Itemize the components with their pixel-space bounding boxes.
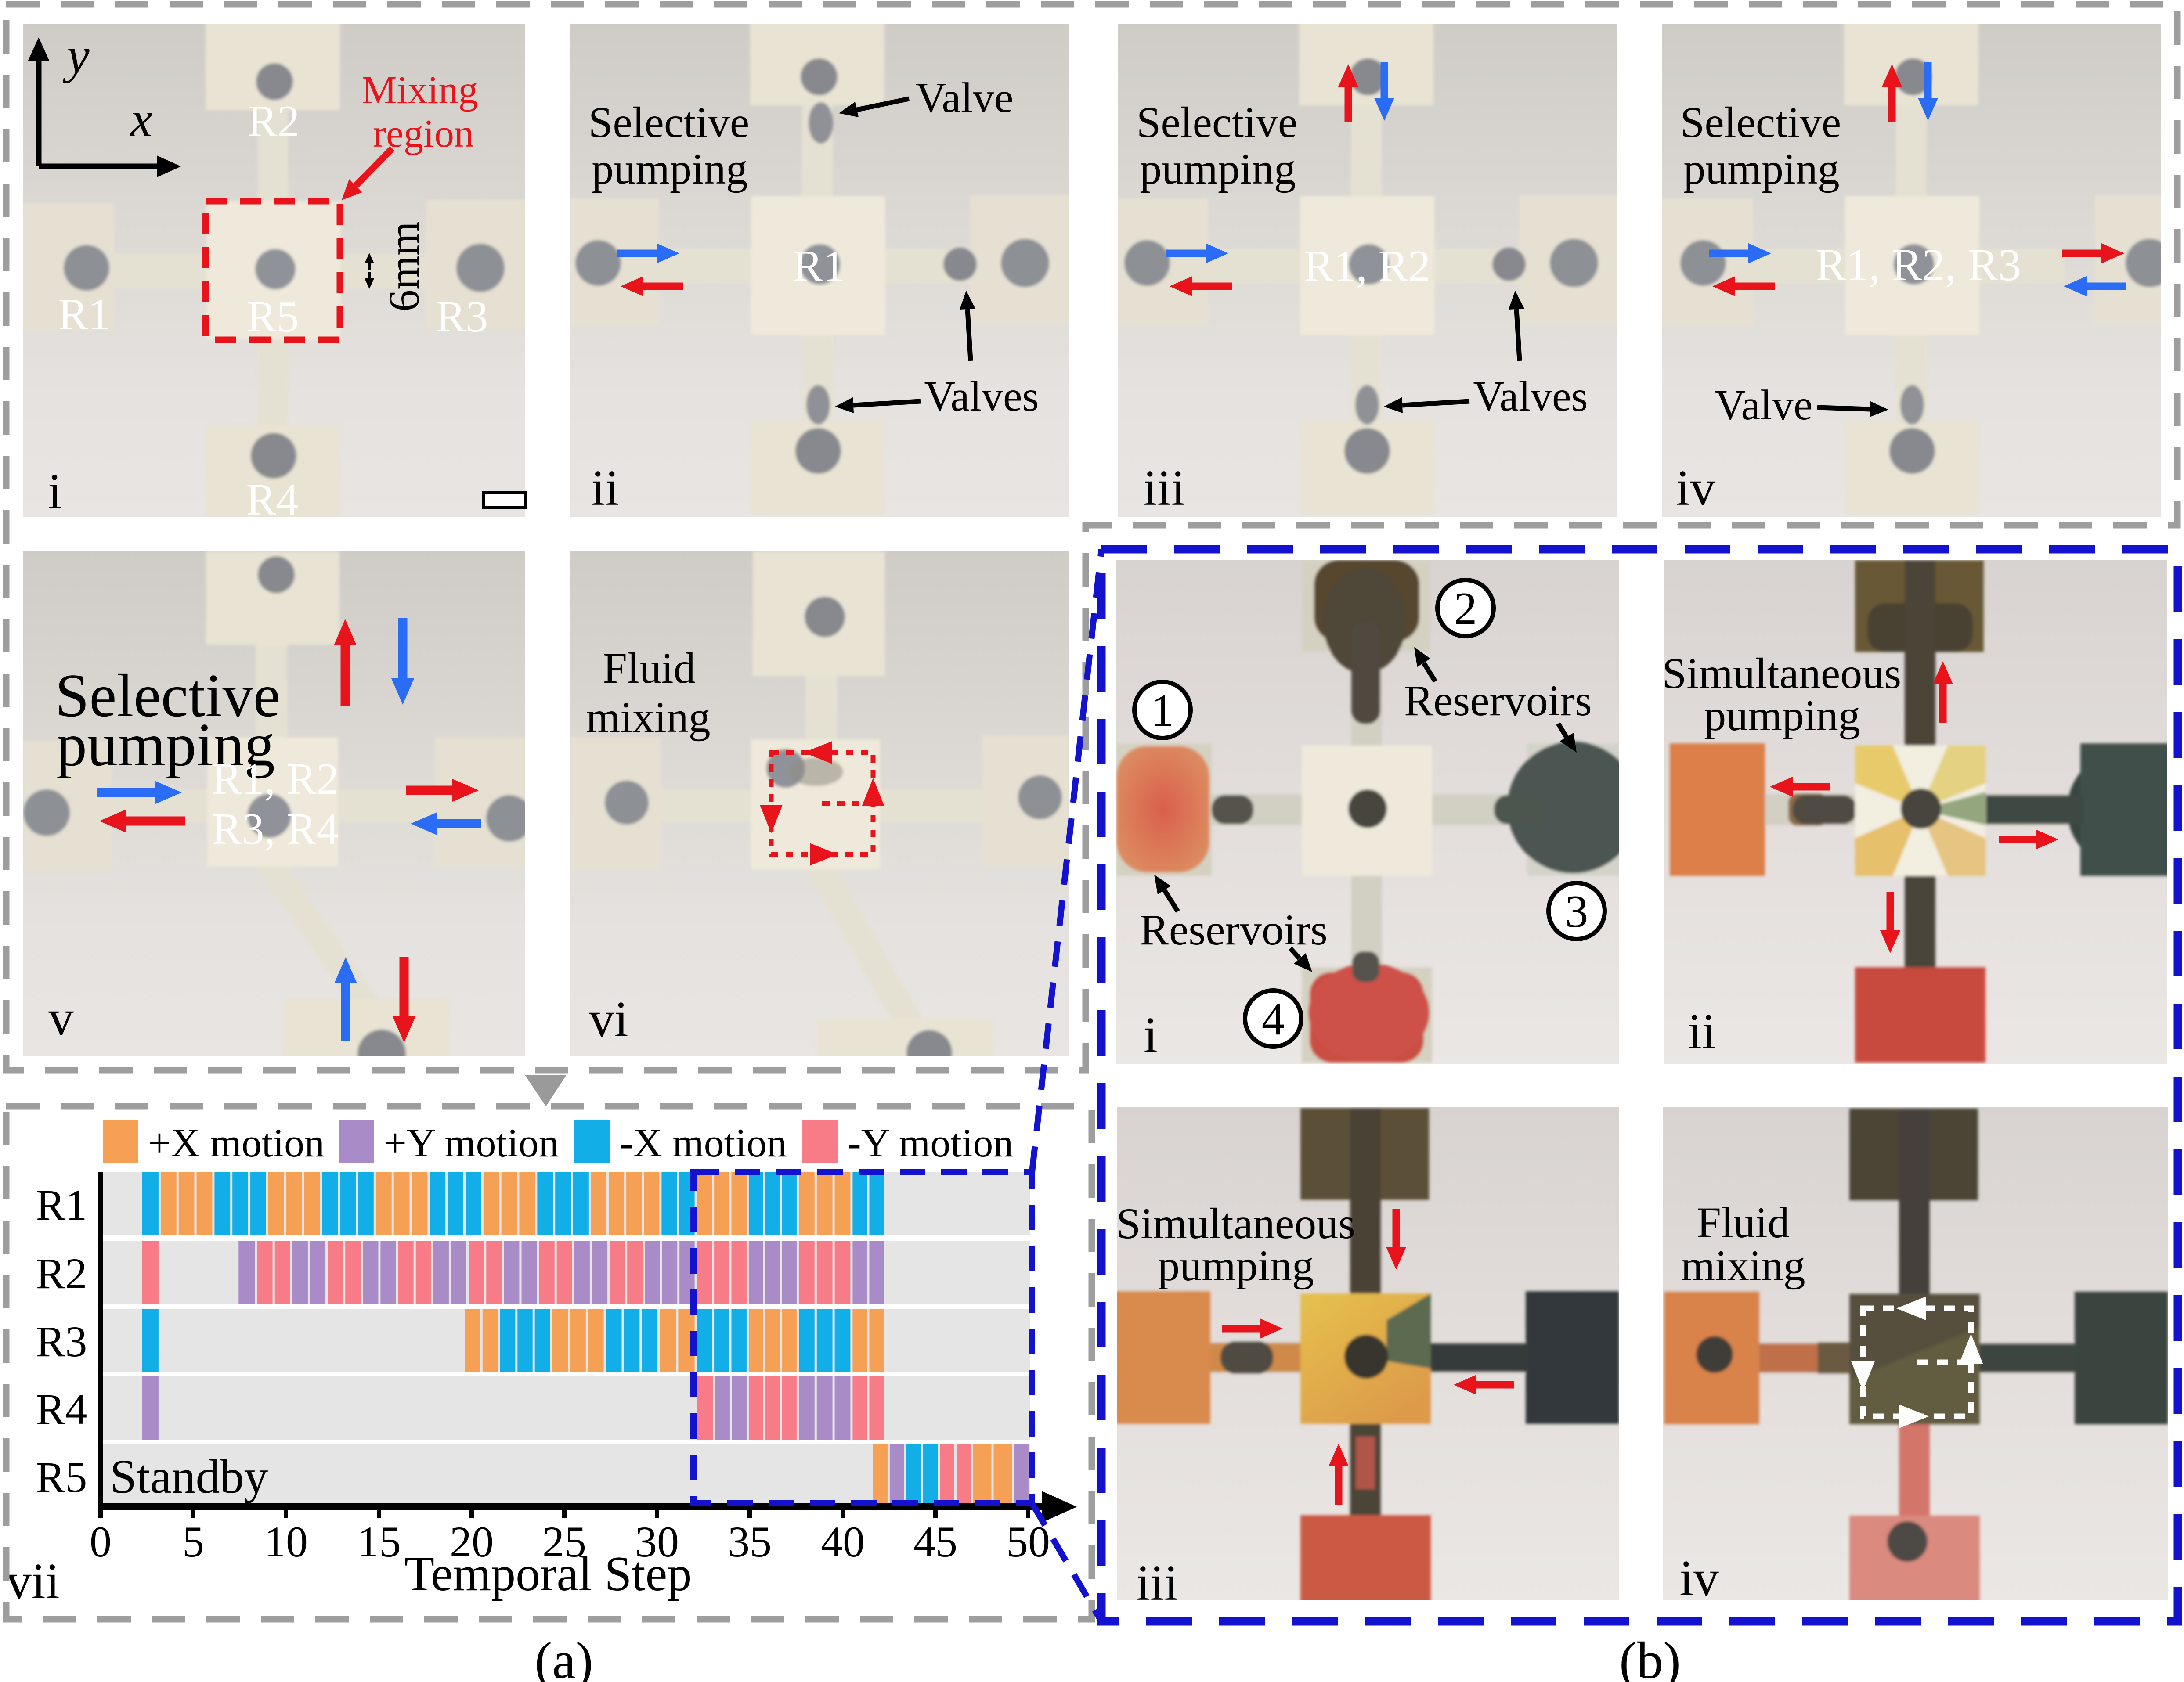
svg-text:4: 4 <box>1262 993 1285 1044</box>
svg-text:0: 0 <box>90 1517 112 1566</box>
svg-text:R3: R3 <box>436 292 488 342</box>
svg-text:R4: R4 <box>36 1385 87 1433</box>
svg-text:(b): (b) <box>1619 1631 1681 1682</box>
svg-text:Fluid: Fluid <box>1697 1198 1789 1247</box>
svg-text:-Y motion: -Y motion <box>848 1120 1013 1165</box>
svg-text:R1, R2, R3: R1, R2, R3 <box>1816 240 2021 290</box>
svg-text:20: 20 <box>450 1517 494 1566</box>
svg-text:R1: R1 <box>36 1181 87 1229</box>
svg-text:10: 10 <box>264 1517 308 1566</box>
svg-text:mixing: mixing <box>586 693 710 742</box>
svg-text:15: 15 <box>357 1517 401 1566</box>
svg-text:6mm: 6mm <box>379 221 428 312</box>
svg-text:ii: ii <box>1688 1004 1716 1059</box>
svg-text:R3: R3 <box>36 1317 87 1366</box>
svg-text:Selective: Selective <box>1137 98 1298 147</box>
svg-text:+Y motion: +Y motion <box>384 1120 559 1165</box>
svg-text:Mixing: Mixing <box>361 68 478 112</box>
svg-text:pumping: pumping <box>56 711 275 779</box>
svg-text:mixing: mixing <box>1681 1241 1805 1290</box>
svg-text:40: 40 <box>821 1517 865 1566</box>
svg-text:+X motion: +X motion <box>148 1120 325 1165</box>
svg-text:iv: iv <box>1676 460 1715 516</box>
svg-text:Simultaneous: Simultaneous <box>1116 1199 1355 1248</box>
svg-text:R3, R4: R3, R4 <box>212 804 339 854</box>
svg-text:i: i <box>48 464 62 519</box>
svg-text:iii: iii <box>1136 1555 1178 1611</box>
svg-text:vi: vi <box>589 991 628 1047</box>
svg-text:Temporal Step: Temporal Step <box>404 1547 692 1601</box>
svg-text:Simultaneous: Simultaneous <box>1662 649 1901 698</box>
svg-text:Fluid: Fluid <box>603 644 695 692</box>
svg-text:Valves: Valves <box>1473 373 1588 420</box>
svg-text:iii: iii <box>1143 460 1185 516</box>
svg-text:25: 25 <box>542 1517 586 1566</box>
svg-text:R4: R4 <box>246 475 298 525</box>
svg-text:5: 5 <box>182 1517 204 1566</box>
svg-text:R1: R1 <box>58 290 110 339</box>
svg-text:Standby: Standby <box>110 1450 268 1503</box>
svg-text:x: x <box>129 91 152 147</box>
svg-text:R5: R5 <box>246 292 299 342</box>
svg-text:pumping: pumping <box>1704 691 1860 740</box>
svg-text:ii: ii <box>591 460 619 516</box>
svg-text:pumping: pumping <box>592 144 748 193</box>
svg-text:Reservoirs: Reservoirs <box>1140 905 1328 954</box>
svg-text:Valve: Valve <box>915 74 1013 122</box>
svg-text:pumping: pumping <box>1683 144 1840 193</box>
svg-text:v: v <box>48 990 74 1046</box>
svg-text:R1: R1 <box>793 241 845 291</box>
svg-text:Selective: Selective <box>1680 98 1841 147</box>
svg-text:vii: vii <box>6 1553 59 1609</box>
svg-text:Reservoirs: Reservoirs <box>1404 676 1592 725</box>
svg-text:y: y <box>62 28 90 83</box>
svg-text:i: i <box>1144 1007 1158 1063</box>
svg-text:Selective: Selective <box>588 98 750 147</box>
svg-text:Selective: Selective <box>55 662 280 730</box>
svg-text:pumping: pumping <box>1140 144 1296 193</box>
svg-text:30: 30 <box>635 1517 679 1566</box>
svg-text:R2: R2 <box>247 97 300 146</box>
svg-text:2: 2 <box>1454 583 1477 634</box>
svg-text:pumping: pumping <box>1158 1241 1314 1290</box>
svg-text:(a): (a) <box>534 1631 593 1682</box>
svg-text:Valves: Valves <box>924 373 1039 420</box>
svg-text:45: 45 <box>913 1517 957 1566</box>
svg-text:iv: iv <box>1679 1550 1719 1606</box>
svg-text:1: 1 <box>1151 684 1174 736</box>
svg-text:R1, R2: R1, R2 <box>212 754 339 804</box>
svg-text:35: 35 <box>728 1517 772 1566</box>
svg-text:Valve: Valve <box>1715 382 1812 429</box>
svg-text:R1, R2: R1, R2 <box>1303 241 1430 291</box>
svg-text:R5: R5 <box>36 1453 87 1502</box>
svg-text:3: 3 <box>1565 886 1588 937</box>
svg-text:R2: R2 <box>36 1249 87 1298</box>
svg-text:-X motion: -X motion <box>620 1120 787 1165</box>
